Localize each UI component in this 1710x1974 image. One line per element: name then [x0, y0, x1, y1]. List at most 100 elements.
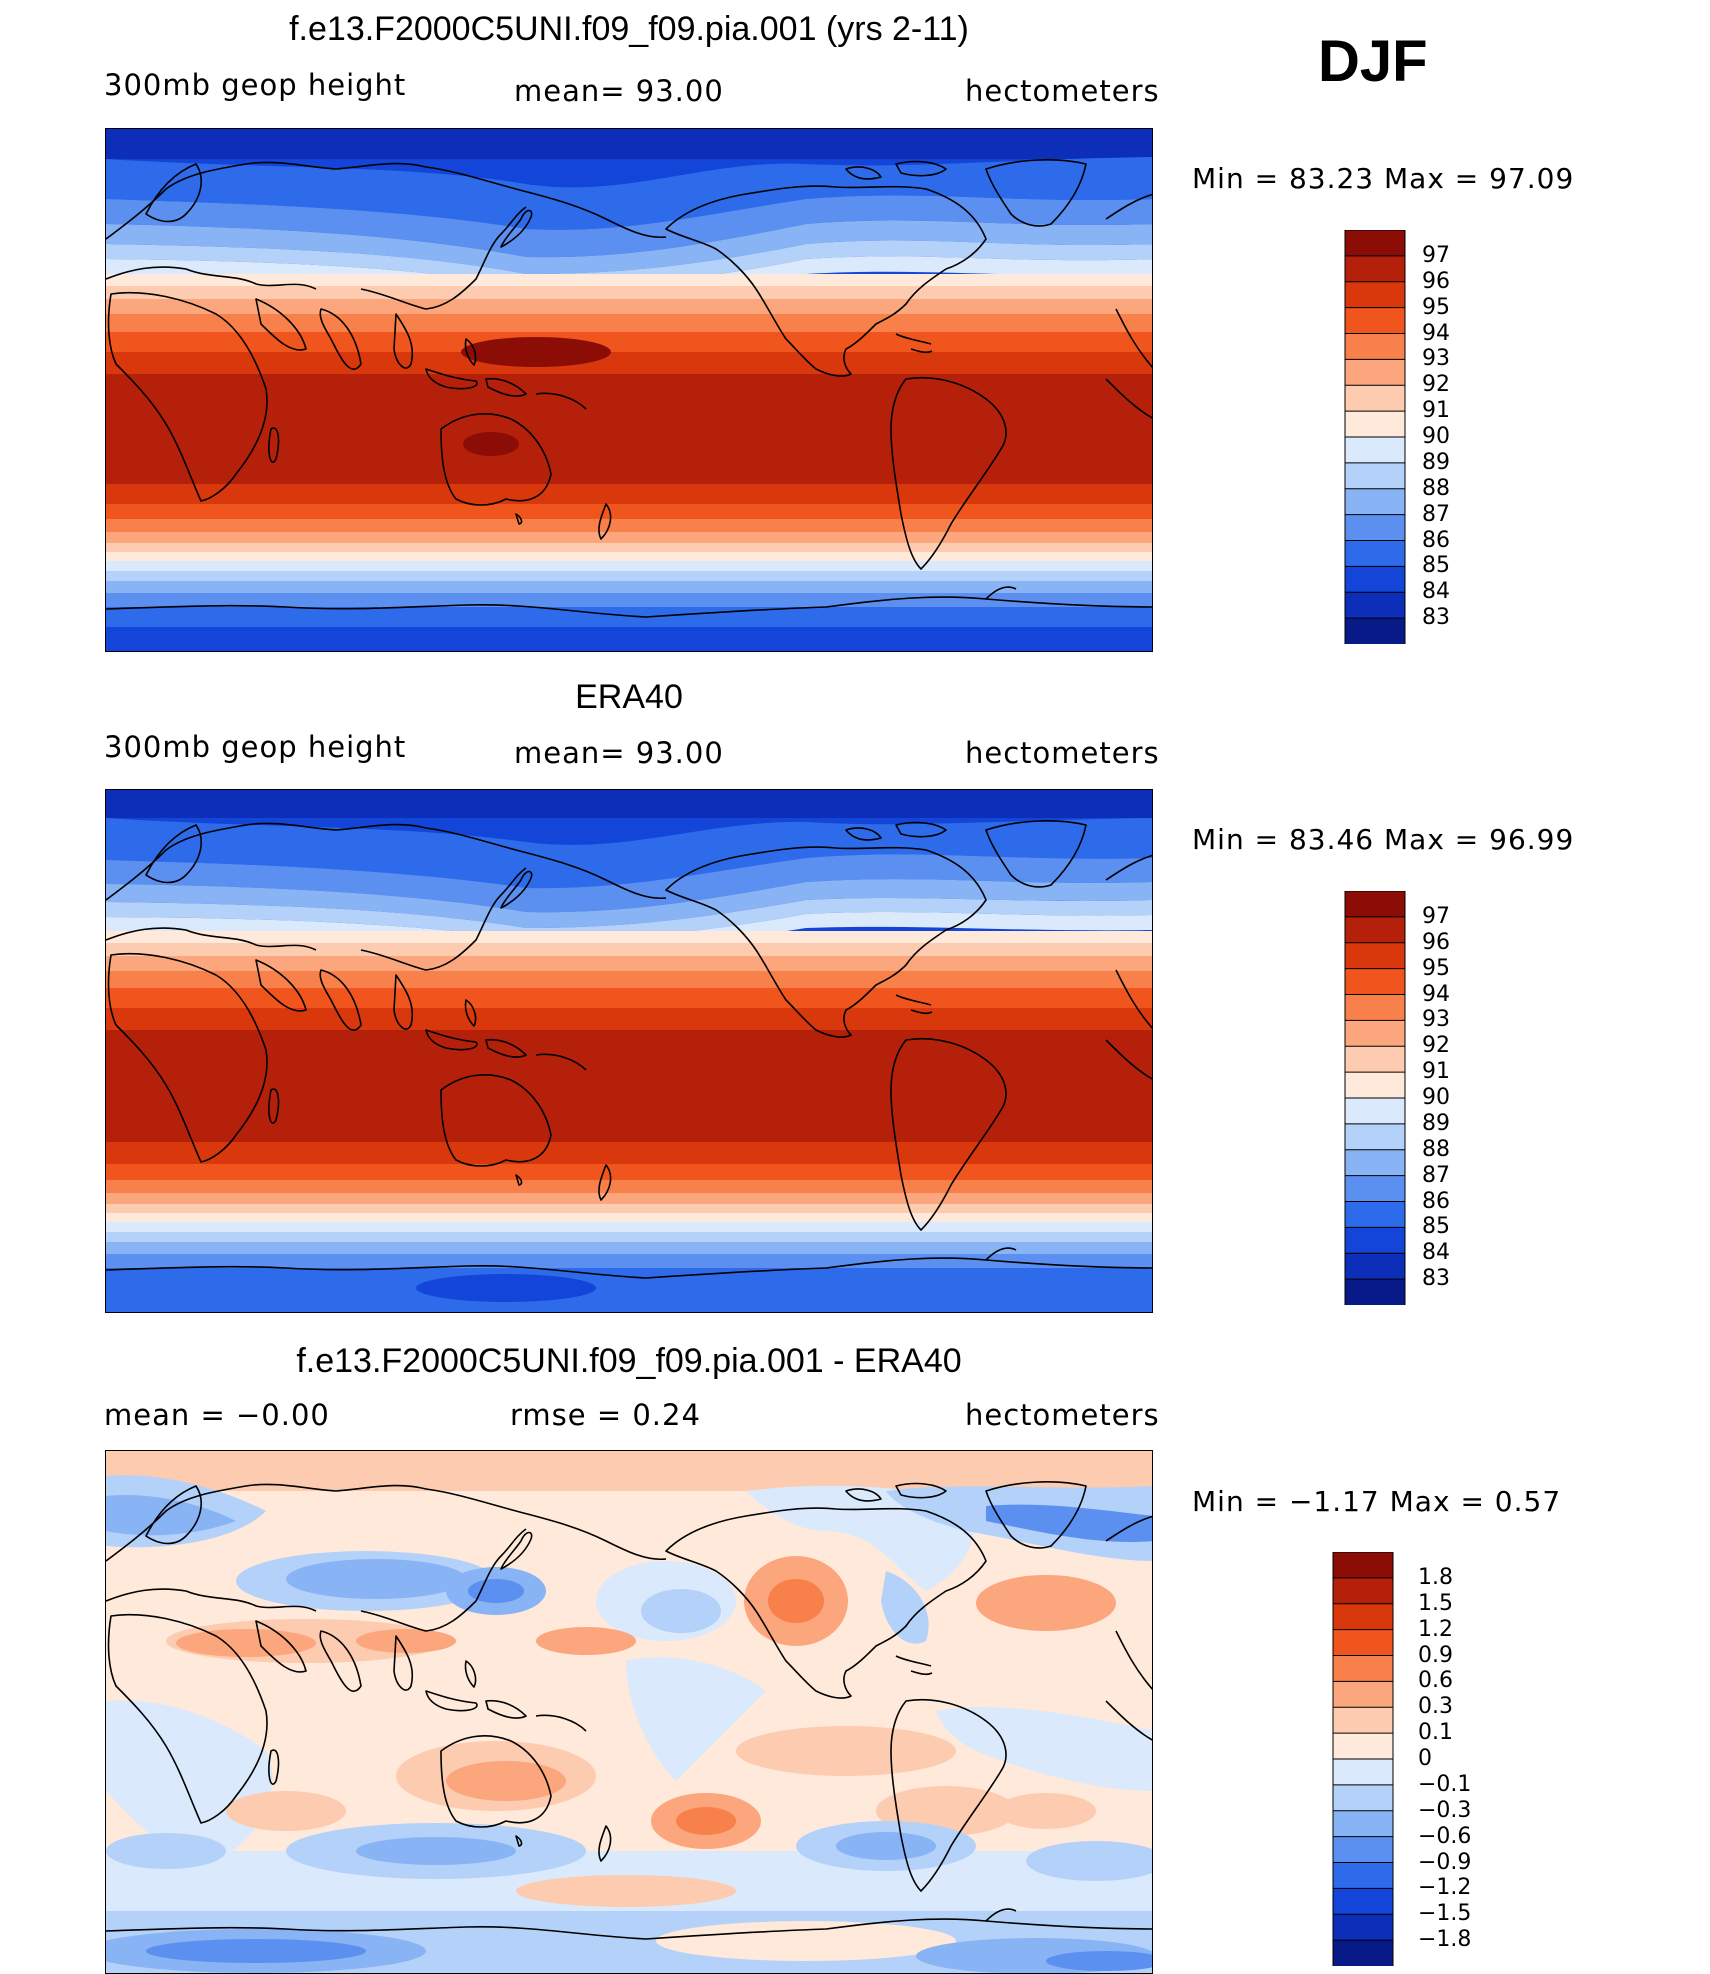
panel-model-units: hectometers — [965, 74, 1160, 108]
colorbar-swatch — [1344, 565, 1406, 594]
colorbar-swatch — [1344, 255, 1406, 283]
season-label: DJF — [1318, 29, 1428, 94]
panel-diff-units: hectometers — [965, 1398, 1160, 1432]
colorbar-tick-label: 97 — [1422, 242, 1450, 268]
colorbar-tick-label: −0.3 — [1418, 1797, 1472, 1823]
colorbar-swatch — [1332, 1655, 1394, 1683]
colorbar-swatch — [1344, 1123, 1406, 1151]
colorbar-tick-label: 94 — [1422, 981, 1450, 1007]
colorbar-tick-label: −1.5 — [1418, 1901, 1472, 1927]
colorbar-tick-label: 94 — [1422, 320, 1450, 346]
colorbar-swatch — [1332, 1577, 1394, 1605]
colorbar-swatch — [1344, 617, 1406, 646]
colorbar-swatch — [1332, 1680, 1394, 1709]
colorbar-swatch — [1344, 916, 1406, 944]
colorbar-swatch — [1344, 1252, 1406, 1281]
colorbar-swatch — [1344, 307, 1406, 335]
colorbar-swatch — [1344, 488, 1406, 516]
colorbar-swatch — [1332, 1732, 1394, 1761]
colorbar-swatch — [1344, 994, 1406, 1022]
colorbar-tick-label: 96 — [1422, 268, 1450, 294]
colorbar-swatch — [1344, 1201, 1406, 1229]
colorbar-swatch — [1344, 333, 1406, 361]
colorbar-tick-label: 92 — [1422, 1033, 1450, 1059]
colorbar-tick-label: 95 — [1422, 955, 1450, 981]
colorbar-tick-label: 93 — [1422, 346, 1450, 372]
colorbar-swatch — [1344, 436, 1406, 464]
colorbar-tick-label: 93 — [1422, 1007, 1450, 1033]
colorbar-tick-label: 89 — [1422, 449, 1450, 475]
panel-diff-minmax: Min = −1.17 Max = 0.57 — [1192, 1485, 1562, 1518]
panel-model-colorbar-labels: 97 96 95 94 93 92 91 90 89 88 87 86 85 84 83 — [1422, 230, 1502, 644]
panel-diff-map — [105, 1450, 1153, 1974]
colorbar-swatch — [1344, 591, 1406, 620]
colorbar-swatch — [1344, 540, 1406, 568]
colorbar-swatch — [1344, 514, 1406, 542]
colorbar-tick-label: −1.2 — [1418, 1875, 1472, 1901]
colorbar-swatch — [1344, 1278, 1406, 1307]
colorbar-swatch — [1344, 1097, 1406, 1125]
colorbar-swatch — [1344, 968, 1406, 996]
colorbar-swatch — [1344, 281, 1406, 309]
colorbar-swatch — [1332, 1810, 1394, 1838]
colorbar-swatch — [1332, 1887, 1394, 1916]
panel-obs-units: hectometers — [965, 736, 1160, 770]
colorbar-tick-label: 83 — [1422, 1266, 1450, 1292]
panel-model-minmax: Min = 83.23 Max = 97.09 — [1192, 162, 1575, 195]
colorbar-tick-label: 0.9 — [1418, 1642, 1453, 1668]
colorbar-tick-label: 86 — [1422, 1188, 1450, 1214]
colorbar-tick-label: 1.2 — [1418, 1616, 1453, 1642]
panel-obs-colorbar-swatches — [1344, 890, 1406, 1307]
colorbar-tick-label: 0.6 — [1418, 1668, 1453, 1694]
colorbar-tick-label: 85 — [1422, 553, 1450, 579]
panel-model-left-label: 300mb geop height — [104, 68, 407, 102]
colorbar-swatch — [1344, 1175, 1406, 1203]
colorbar-swatch — [1344, 1149, 1406, 1177]
panel-diff-title: f.e13.F2000C5UNI.f09_f09.pia.001 - ERA40 — [296, 1342, 962, 1380]
colorbar-swatch — [1332, 1836, 1394, 1864]
colorbar-tick-label: 0 — [1418, 1746, 1432, 1771]
panel-obs-colorbar-labels: 97 96 95 94 93 92 91 90 89 88 87 86 85 84 83 — [1422, 891, 1502, 1305]
colorbar-swatch — [1344, 1019, 1406, 1048]
colorbar-tick-label: 84 — [1422, 1240, 1450, 1266]
colorbar-tick-label: −1.8 — [1418, 1927, 1472, 1953]
panel-obs-title: ERA40 — [575, 678, 683, 716]
colorbar-swatch — [1344, 1071, 1406, 1100]
colorbar-tick-label: 0.1 — [1418, 1720, 1453, 1746]
colorbar-tick-label: −0.9 — [1418, 1849, 1472, 1875]
panel-model-mean: mean= 93.00 — [514, 74, 724, 108]
panel-obs-left-label: 300mb geop height — [104, 730, 407, 764]
colorbar-swatch — [1332, 1939, 1394, 1968]
panel-obs-colorbar — [1344, 890, 1406, 1310]
colorbar-swatch — [1344, 384, 1406, 413]
colorbar-tick-label: 96 — [1422, 929, 1450, 955]
panel-model-title: f.e13.F2000C5UNI.f09_f09.pia.001 (yrs 2-… — [289, 10, 969, 48]
panel-model-map — [105, 128, 1153, 652]
colorbar-tick-label: 97 — [1422, 903, 1450, 929]
colorbar-tick-label: 90 — [1422, 424, 1450, 449]
colorbar-tick-label: −0.1 — [1418, 1771, 1472, 1797]
panel-diff-colorbar-swatches — [1332, 1551, 1394, 1968]
colorbar-tick-label: 91 — [1422, 1059, 1450, 1085]
colorbar-swatch — [1344, 358, 1406, 387]
panel-diff-colorbar — [1332, 1551, 1394, 1971]
colorbar-swatch — [1344, 229, 1406, 257]
colorbar-swatch — [1332, 1551, 1394, 1579]
colorbar-tick-label: 0.3 — [1418, 1694, 1453, 1720]
panel-obs-minmax: Min = 83.46 Max = 96.99 — [1192, 823, 1575, 856]
colorbar-swatch — [1332, 1913, 1394, 1942]
colorbar-tick-label: 88 — [1422, 1136, 1450, 1162]
panel-model-colorbar-swatches — [1344, 229, 1406, 646]
colorbar-tick-label: 1.8 — [1418, 1564, 1453, 1590]
colorbar-swatch — [1332, 1706, 1394, 1735]
colorbar-swatch — [1332, 1603, 1394, 1631]
colorbar-swatch — [1344, 1045, 1406, 1074]
colorbar-swatch — [1344, 942, 1406, 970]
colorbar-swatch — [1344, 462, 1406, 490]
colorbar-tick-label: 84 — [1422, 579, 1450, 605]
colorbar-tick-label: −0.6 — [1418, 1823, 1472, 1849]
panel-obs-map — [105, 789, 1153, 1313]
colorbar-swatch — [1344, 1226, 1406, 1255]
colorbar-tick-label: 90 — [1422, 1085, 1450, 1110]
colorbar-swatch — [1344, 890, 1406, 918]
